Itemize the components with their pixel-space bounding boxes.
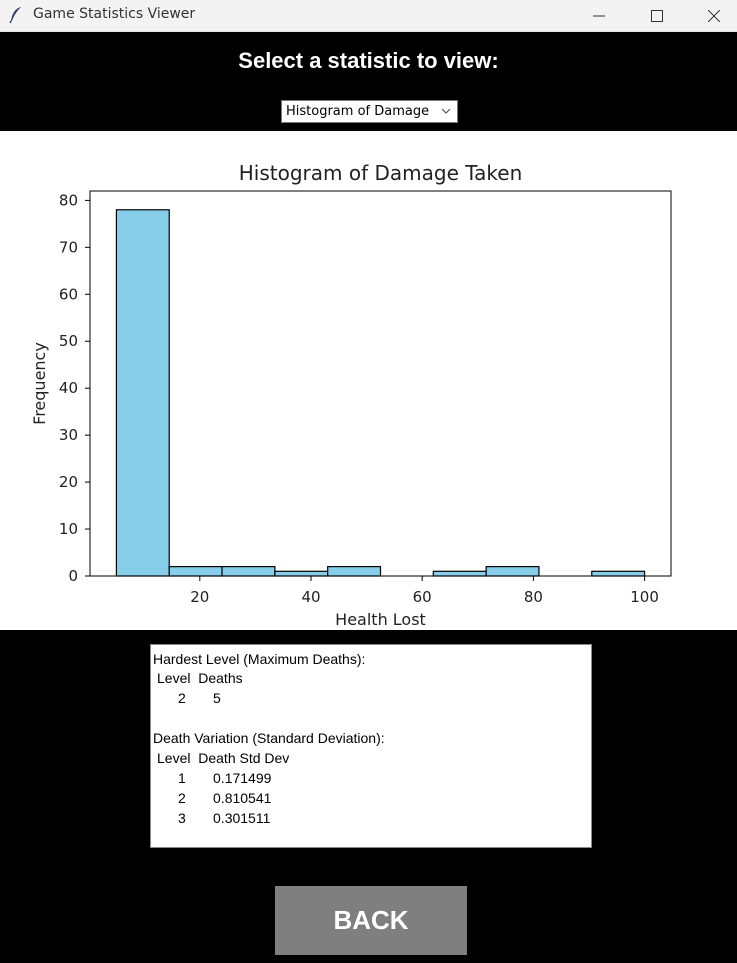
death-variation-title: Death Variation (Standard Deviation): <box>153 730 385 746</box>
feather-icon <box>9 7 21 24</box>
y-tick-label: 50 <box>59 332 78 350</box>
y-tick-label: 60 <box>59 285 78 303</box>
histogram-bar <box>591 570 646 577</box>
death-variation-header: Level Death Std Dev <box>157 750 290 766</box>
death-variation-row: 3 0.301511 <box>178 810 271 826</box>
histogram-bar <box>115 209 170 577</box>
dropdown-selected-value: Histogram of Damage <box>286 104 430 119</box>
back-button[interactable]: BACK <box>275 886 467 955</box>
chart-area: 20 40 60 80 100 0 10 20 30 40 50 60 70 80 Histogram of… <box>0 131 737 630</box>
minimize-button[interactable] <box>576 0 622 31</box>
title-bar: Game Statistics Viewer <box>0 0 737 32</box>
y-tick-label: 30 <box>59 426 78 444</box>
maximize-icon <box>651 9 663 22</box>
histogram-bar <box>221 566 276 577</box>
y-tick-label: 20 <box>59 473 78 491</box>
stats-textbox: Hardest Level (Maximum Deaths): Level De… <box>150 644 592 848</box>
histogram-bar <box>168 566 223 577</box>
x-tick-label: 100 <box>630 588 659 606</box>
histogram-bar <box>274 570 329 577</box>
histogram-bar <box>485 566 540 577</box>
x-tick-label: 40 <box>301 588 320 606</box>
x-axis-label: Health Lost <box>335 610 426 629</box>
x-tick-label: 60 <box>413 588 432 606</box>
histogram-bar <box>327 566 382 577</box>
plot-frame <box>89 190 672 577</box>
hardest-level-header: Level Deaths <box>157 670 243 686</box>
maximize-button[interactable] <box>634 0 680 31</box>
x-tick-label: 80 <box>524 588 543 606</box>
y-tick-label: 0 <box>68 567 78 585</box>
close-button[interactable] <box>691 0 737 31</box>
minimize-icon <box>593 15 605 16</box>
chevron-down-icon <box>441 108 451 114</box>
chart-title: Histogram of Damage Taken <box>239 161 523 185</box>
histogram-bar <box>432 570 487 577</box>
histogram-chart: 20 40 60 80 100 0 10 20 30 40 50 60 70 80 Histogram of… <box>30 161 672 629</box>
statistic-dropdown[interactable]: Histogram of Damage <box>281 100 458 123</box>
hardest-level-title: Hardest Level (Maximum Deaths): <box>153 651 366 667</box>
statistic-prompt: Select a statistic to view: <box>238 48 499 73</box>
y-tick-label: 80 <box>59 191 78 209</box>
y-tick-label: 40 <box>59 379 78 397</box>
y-tick-label: 10 <box>59 520 78 538</box>
x-tick-label: 20 <box>190 588 209 606</box>
hardest-level-row: 2 5 <box>178 690 221 706</box>
y-tick-label: 70 <box>59 238 78 256</box>
death-variation-row: 2 0.810541 <box>178 790 272 806</box>
window-title: Game Statistics Viewer <box>33 6 196 22</box>
y-axis-label: Frequency <box>30 342 49 425</box>
death-variation-row: 1 0.171499 <box>178 770 272 786</box>
close-icon <box>708 9 720 22</box>
